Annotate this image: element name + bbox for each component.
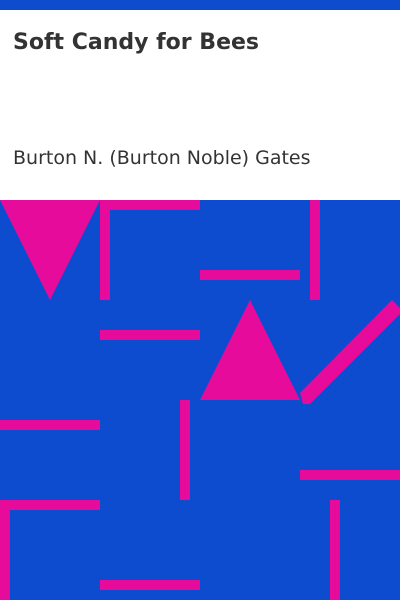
pink-bar <box>310 200 320 300</box>
pink-bar <box>0 500 100 510</box>
pink-triangle-down <box>0 200 100 300</box>
pink-bar <box>300 470 400 480</box>
top-color-band <box>0 0 400 10</box>
pink-bar <box>0 500 10 600</box>
title-block: Soft Candy for Bees Burton N. (Burton No… <box>0 10 400 200</box>
pink-bar <box>100 200 110 300</box>
pink-bar <box>100 200 200 210</box>
pink-bar <box>330 500 340 600</box>
pink-bar <box>0 420 100 430</box>
pink-bar <box>200 270 300 280</box>
cover-artwork <box>0 200 400 600</box>
book-title: Soft Candy for Bees <box>13 30 260 55</box>
pink-bar <box>100 330 200 340</box>
pink-bar <box>180 400 190 500</box>
pink-bar <box>100 580 200 590</box>
pink-diagonal-bar <box>300 300 400 404</box>
book-author: Burton N. (Burton Noble) Gates <box>13 147 311 169</box>
pink-triangle-up <box>200 300 300 400</box>
